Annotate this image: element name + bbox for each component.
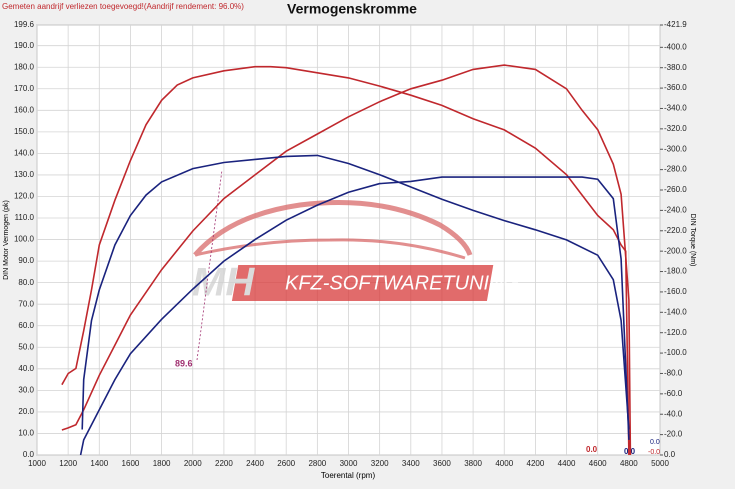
watermark: MH KFZ-SOFTWARETUNING: [192, 200, 519, 305]
y2-tick-label: -140.0: [664, 307, 687, 316]
y-tick-label: 190.0: [14, 41, 35, 50]
y2-tick-label: -20.0: [664, 430, 683, 439]
x-tick-label: 1000: [28, 459, 46, 468]
x-tick-label: 3200: [371, 459, 389, 468]
y2-tick-label: -220.0: [664, 226, 687, 235]
y2-tick-label: -100.0: [664, 348, 687, 357]
chart-title: Vermogenskromme: [287, 1, 417, 17]
watermark-logo: MH: [192, 261, 255, 305]
y2-tick-label: -421.9: [664, 20, 687, 29]
x-tick-label: 5000: [651, 459, 669, 468]
x-tick-label: 2800: [308, 459, 326, 468]
line-series: [81, 154, 630, 430]
y2-tick-label: -200.0: [664, 246, 687, 255]
x-tick-label: 3600: [433, 459, 451, 468]
y-tick-label: 180.0: [14, 62, 35, 71]
y-tick-label: 110.0: [15, 213, 35, 222]
annotation: -0.0: [648, 449, 660, 456]
y-tick-label: 160.0: [14, 105, 35, 114]
y-tick-label: 120.0: [14, 192, 35, 201]
y2-tick-label: -320.0: [664, 124, 687, 133]
line-series: [79, 176, 630, 456]
y-axis-label: DIN Motor Vermogen (pk): [3, 200, 10, 280]
x-tick-label: 3400: [402, 459, 420, 468]
y-tick-label: 140.0: [14, 149, 35, 158]
y2-tick-label: -300.0: [664, 144, 687, 153]
subtitle: Gemeten aandrijf verliezen toegevoegd!(A…: [2, 2, 244, 11]
y-tick-label: 70.0: [18, 299, 34, 308]
y2-tick-label: -40.0: [664, 409, 683, 418]
y2-tick-label: -360.0: [664, 83, 687, 92]
line-series: [61, 65, 630, 456]
y-tick-label: 130.0: [14, 170, 35, 179]
y2-tick-label: -260.0: [664, 185, 687, 194]
y2-axis-label: DIN Torque (Nm): [689, 214, 696, 267]
y2-tick-label: -380.0: [664, 63, 687, 72]
annotation: 0.0: [586, 445, 598, 454]
y-tick-label: 40.0: [18, 364, 34, 373]
y-tick-label: 20.0: [18, 407, 34, 416]
x-tick-label: 2000: [184, 459, 202, 468]
y-tick-label: 199.6: [14, 20, 35, 29]
x-tick-label: 4400: [558, 459, 576, 468]
x-tick-label: 2600: [277, 459, 295, 468]
y2-tick-label: -180.0: [664, 267, 687, 276]
y-tick-label: 100.0: [14, 235, 35, 244]
y-tick-label: 90.0: [18, 256, 34, 265]
y-tick-label: 0.0: [23, 450, 35, 459]
y2-tick-label: -120.0: [664, 328, 687, 337]
y2-tick-label: -400.0: [664, 42, 687, 51]
x-tick-label: 2200: [215, 459, 233, 468]
y2-tick-label: 0.0: [664, 450, 676, 459]
y-tick-label: 60.0: [18, 321, 34, 330]
y-tick-label: 80.0: [18, 278, 34, 287]
y2-tick-label: -280.0: [664, 165, 687, 174]
x-tick-label: 4600: [589, 459, 607, 468]
x-tick-label: 4000: [495, 459, 513, 468]
y-tick-label: 170.0: [14, 84, 35, 93]
watermark-text: KFZ-SOFTWARETUNING: [285, 272, 519, 294]
annotation: 0.0: [650, 439, 660, 446]
y2-tick-label: -240.0: [664, 206, 687, 215]
x-tick-label: 2400: [246, 459, 264, 468]
y-tick-label: 10.0: [18, 429, 34, 438]
x-tick-label: 1400: [90, 459, 108, 468]
x-tick-label: 3800: [464, 459, 482, 468]
x-tick-label: 3000: [340, 459, 358, 468]
y-tick-label: 150.0: [14, 127, 35, 136]
x-axis-label: Toerental (rpm): [321, 471, 376, 480]
x-tick-label: 4800: [620, 459, 638, 468]
y2-tick-label: -80.0: [664, 369, 683, 378]
x-tick-label: 1800: [153, 459, 171, 468]
y2-tick-label: -160.0: [664, 287, 687, 296]
x-tick-label: 1600: [122, 459, 140, 468]
line-series: [61, 64, 632, 456]
y2-tick-label: -340.0: [664, 104, 687, 113]
x-tick-label: 4200: [527, 459, 545, 468]
y-tick-label: 30.0: [18, 385, 34, 394]
y2-tick-label: -60.0: [664, 389, 683, 398]
x-tick-label: 1200: [59, 459, 77, 468]
y-tick-label: 50.0: [18, 342, 34, 351]
annotation: 89.6: [175, 358, 193, 368]
